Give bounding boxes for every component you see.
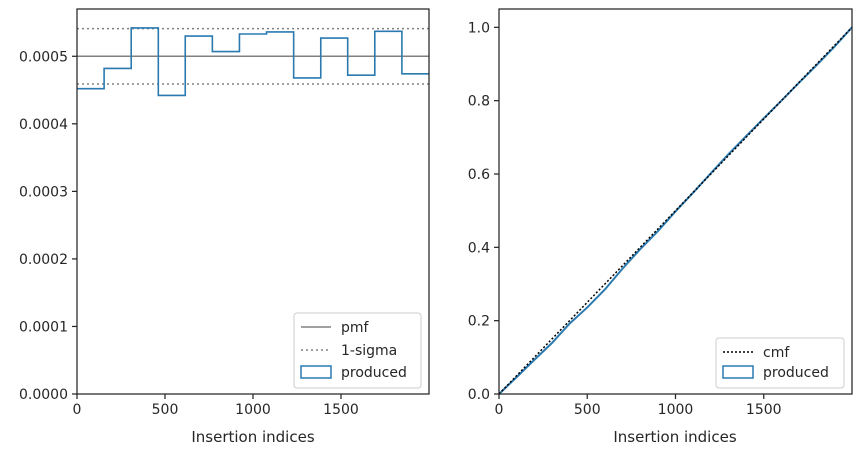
left-x-ticks: 0 500 1000 1500 (73, 394, 359, 418)
x-tick-label: 500 (574, 402, 601, 418)
legend-produced-label-right: produced (763, 365, 829, 381)
x-tick-label: 1000 (658, 402, 694, 418)
y-tick-label: 0.0004 (19, 117, 68, 133)
left-y-ticks: 0.0000 0.0001 0.0002 0.0003 0.0004 0.0005 (19, 49, 77, 403)
x-tick-label: 1500 (323, 402, 359, 418)
right-plot-area (498, 26, 853, 395)
right-x-ticks: 0 500 1000 1500 (495, 394, 782, 418)
x-tick-label: 500 (152, 402, 179, 418)
legend-produced-swatch (300, 365, 332, 379)
left-legend: pmf 1-sigma produced (293, 312, 422, 389)
y-tick-label: 0.0005 (19, 49, 68, 65)
right-y-ticks: 0.0 0.2 0.4 0.6 0.8 1.0 (468, 20, 499, 403)
y-tick-label: 0.0 (468, 387, 490, 403)
left-legend-box (293, 312, 422, 389)
legend-pmf-label: pmf (341, 320, 370, 336)
left-plot-area (77, 27, 429, 97)
right-axes-frame (498, 8, 853, 395)
legend-produced-label: produced (341, 365, 407, 381)
legend-1-sigma-label: 1-sigma (341, 343, 397, 359)
y-tick-label: 0.6 (468, 167, 490, 183)
cmf-line (498, 26, 853, 395)
left-x-axis-label: Insertion indices (191, 428, 314, 446)
right-x-axis-label: Insertion indices (613, 428, 736, 446)
right-legend: cmf produced (715, 337, 845, 389)
produced-step-series (77, 27, 429, 97)
y-tick-label: 0.0003 (19, 184, 68, 200)
y-tick-label: 0.0001 (19, 319, 68, 335)
x-tick-label: 0 (73, 402, 82, 418)
right-chart: 0 500 1000 1500 0.0 0.2 0.4 0.6 0.8 1.0 Insertio… (468, 8, 853, 446)
y-tick-label: 0.8 (468, 94, 490, 110)
left-chart: 0 500 1000 1500 0.00000.00010.00020.00030.0… (19, 8, 430, 446)
x-tick-label: 0 (495, 402, 504, 418)
x-tick-label: 1000 (235, 402, 271, 418)
y-tick-label: 1.0 (468, 20, 490, 36)
x-tick-label: 1500 (746, 402, 782, 418)
legend-produced-swatch-right (722, 365, 754, 379)
y-tick-label: 0.2 (468, 314, 490, 330)
y-tick-label: 0.4 (468, 240, 490, 256)
legend-cmf-label: cmf (763, 345, 790, 361)
y-tick-label: 0.0002 (19, 252, 68, 268)
y-tick-label: 0.0000 (19, 387, 68, 403)
right-legend-box (715, 337, 845, 389)
